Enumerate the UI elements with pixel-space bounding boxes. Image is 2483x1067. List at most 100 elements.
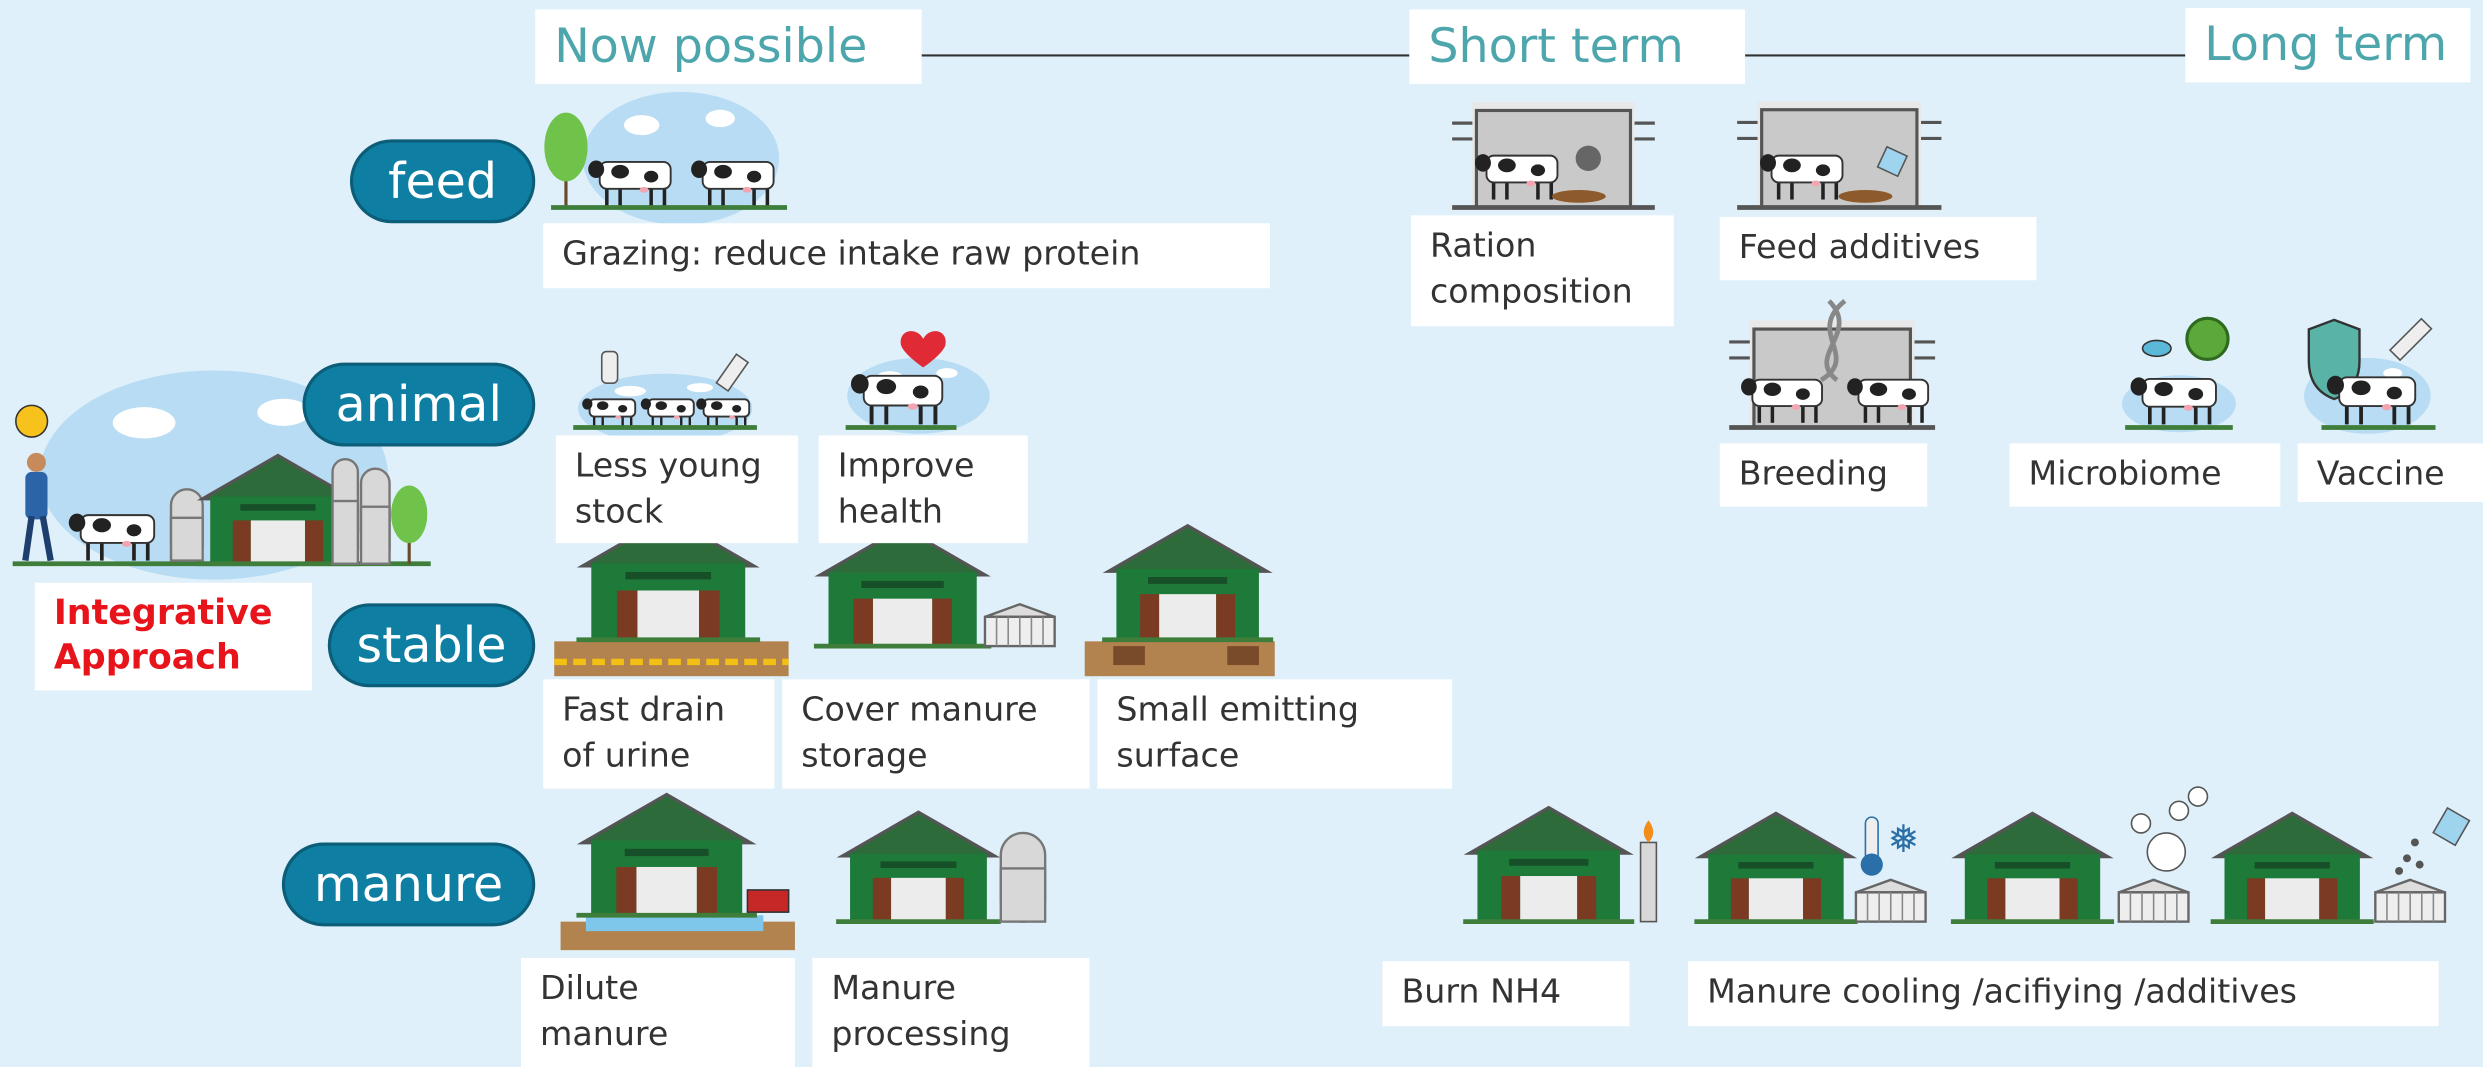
cow-spot — [1796, 388, 1810, 399]
cow-head — [2327, 376, 2344, 395]
cow-spot — [1783, 159, 1801, 173]
person-head — [27, 453, 46, 472]
barn-door-right — [946, 878, 964, 922]
cow-udder — [674, 415, 680, 419]
storage-roof — [2375, 880, 2445, 893]
cow-udder — [1898, 404, 1907, 410]
cow-body — [600, 162, 671, 189]
cow-head — [2131, 377, 2148, 395]
measure-text: Manure processing — [831, 966, 1053, 1058]
barn-roof — [2217, 813, 2367, 856]
cow-udder — [2184, 405, 2193, 411]
barn-door — [1159, 594, 1216, 640]
barn-roof — [1957, 813, 2107, 856]
cloud — [687, 383, 713, 392]
barn-door-right — [2319, 878, 2337, 921]
person-leg — [43, 516, 51, 560]
measure-label: Vaccine — [2298, 443, 2483, 502]
cloud — [936, 368, 957, 378]
cow-head — [696, 398, 706, 409]
measure-text: Grazing: reduce intake raw protein — [562, 231, 1259, 277]
cow-head — [641, 398, 651, 409]
pit — [1227, 646, 1259, 665]
cow-body — [864, 376, 943, 406]
cow-spot — [127, 524, 142, 536]
cow-head — [588, 161, 604, 179]
cow-udder — [1792, 404, 1801, 410]
barn-door-left — [1501, 876, 1520, 922]
measure-text: Microbiome — [2029, 451, 2267, 497]
timeline-label: Long term — [2185, 8, 2470, 82]
barn-beam — [626, 572, 712, 579]
barn-beam — [861, 581, 943, 588]
measure-label: Fast drain of urine — [543, 679, 774, 788]
silo-base — [1001, 868, 1045, 921]
pit — [1113, 646, 1145, 665]
cow-udder — [615, 415, 621, 419]
cow-body — [1487, 156, 1558, 183]
measure-label: Improve health — [819, 435, 1028, 543]
cow-head — [691, 161, 707, 179]
cloud — [615, 386, 646, 396]
measure-text: Ration composition — [1430, 223, 1660, 315]
syringe — [716, 354, 748, 391]
cow-spot — [1498, 159, 1516, 173]
timeline-label: Short term — [1409, 10, 1745, 84]
cow-head — [69, 514, 86, 532]
microbe — [2187, 318, 2228, 359]
barn-roof — [1701, 813, 1851, 856]
storage-roof — [985, 604, 1055, 617]
thermometer-bulb — [1861, 854, 1883, 876]
barn-door-right — [697, 867, 717, 915]
storage-roof — [2119, 880, 2189, 893]
barn-beam — [2255, 862, 2330, 868]
barn-door — [251, 520, 305, 563]
cow-spot — [677, 405, 686, 413]
page: ❅ Integrative Approach Now possibleShort… — [0, 0, 2483, 1067]
bubble — [2131, 814, 2150, 833]
flame — [1644, 820, 1654, 842]
cow-spot — [2352, 380, 2371, 395]
barn-door — [873, 599, 932, 646]
cloud — [705, 110, 734, 127]
microbe — [2143, 340, 2172, 356]
snowflake: ❅ — [1888, 817, 1920, 861]
barn-beam — [1509, 859, 1588, 866]
cow-spot — [876, 379, 896, 394]
cow-head — [1475, 154, 1491, 172]
bubble — [2147, 833, 2185, 871]
cow-spot — [618, 405, 627, 413]
bubble — [2169, 801, 2188, 820]
measure-label: Feed additives — [1720, 217, 2037, 280]
chimney — [1641, 842, 1657, 921]
additive-cup — [2433, 808, 2469, 845]
cow-body — [2142, 379, 2215, 407]
syringe — [2390, 319, 2431, 360]
cow-head — [851, 374, 869, 393]
barn-door — [2265, 878, 2319, 921]
barn-door-left — [1140, 594, 1159, 640]
barn-door — [891, 878, 946, 922]
barn-door — [636, 867, 696, 915]
timeline-label: Now possible — [535, 10, 921, 84]
cow-head — [1760, 154, 1776, 172]
barn-roof — [583, 794, 751, 842]
barn-roof — [1108, 526, 1266, 572]
cow-body — [704, 399, 750, 416]
cow-udder — [729, 415, 735, 419]
measure-label: Less young stock — [556, 435, 798, 543]
barn-beam — [625, 849, 709, 856]
feed-pellets — [1576, 146, 1601, 171]
measure-label: Dilute manure — [521, 958, 795, 1067]
cow-udder — [2382, 404, 2392, 410]
cow-head — [1741, 378, 1757, 395]
additive-dot — [2411, 838, 2419, 846]
barn-door-left — [616, 867, 636, 915]
cow-body — [590, 399, 636, 416]
category-pill: feed — [350, 139, 535, 223]
sky — [583, 92, 779, 225]
barn-door — [637, 590, 699, 639]
cow-spot — [732, 405, 741, 413]
measure-label: Burn NH4 — [1382, 961, 1629, 1026]
barn-beam — [1148, 577, 1227, 584]
